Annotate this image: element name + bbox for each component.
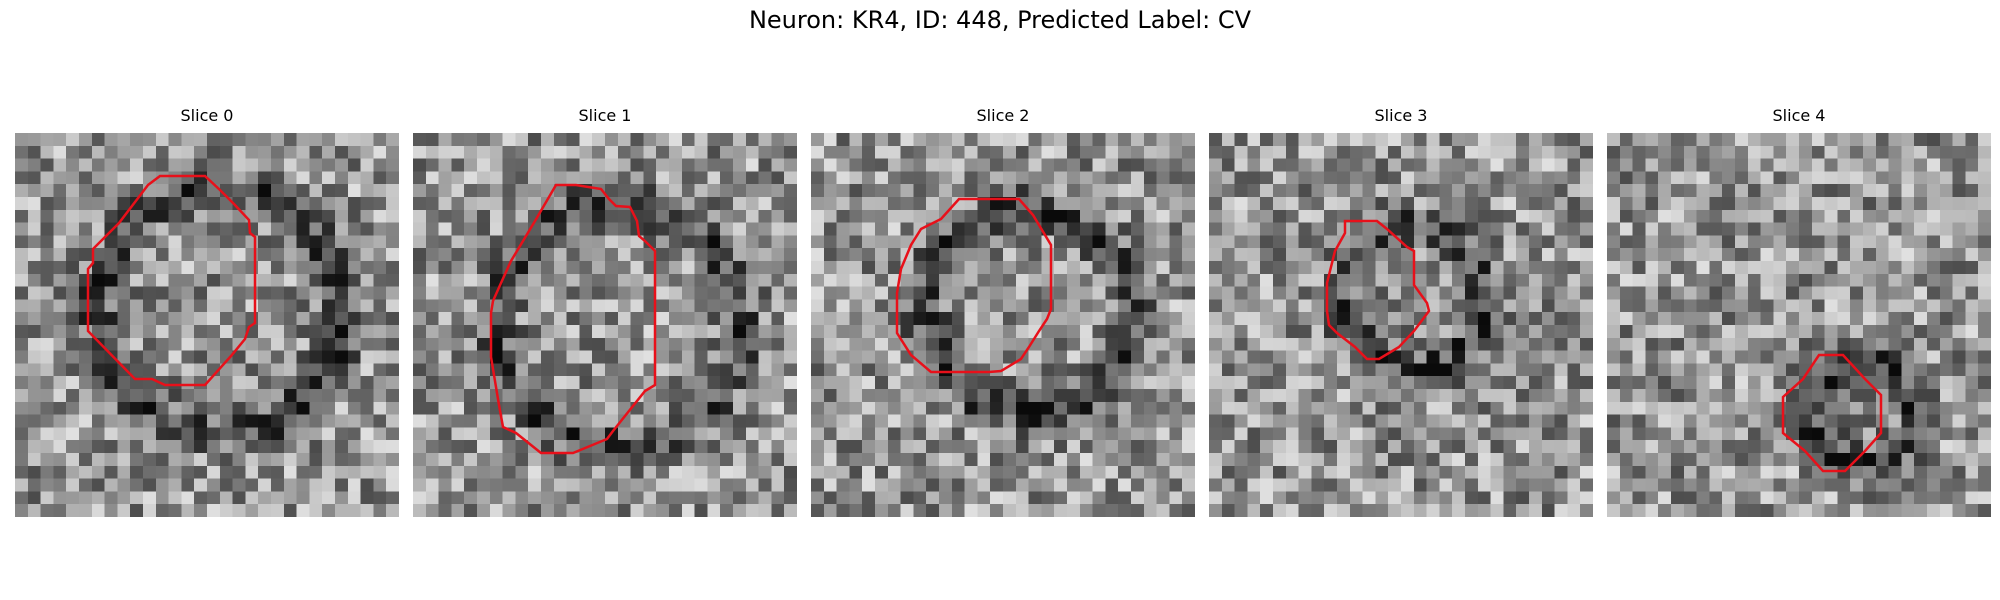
- slice-title: Slice 0: [180, 106, 234, 125]
- slice-title: Slice 2: [976, 106, 1030, 125]
- slice-title: Slice 1: [578, 106, 632, 125]
- roi-contour: [489, 183, 657, 455]
- slice-title: Slice 4: [1772, 106, 1826, 125]
- slice-panel-3: Slice 3: [1209, 106, 1593, 517]
- slice-title: Slice 3: [1374, 106, 1428, 125]
- slice-panel-1: Slice 1: [413, 106, 797, 517]
- roi-contour: [895, 197, 1053, 374]
- roi-contour: [1781, 353, 1883, 473]
- roi-contour: [1325, 219, 1431, 361]
- slice-image: [15, 133, 399, 517]
- slice-image: [1209, 133, 1593, 517]
- figure-title: Neuron: KR4, ID: 448, Predicted Label: C…: [748, 6, 1252, 34]
- slice-panel-2: Slice 2: [811, 106, 1195, 517]
- slice-image: [1607, 133, 1991, 517]
- slice-image: [811, 133, 1195, 517]
- roi-contour: [86, 174, 257, 387]
- slice-panel-4: Slice 4: [1607, 106, 1991, 517]
- slice-image: [413, 133, 797, 517]
- slice-panel-0: Slice 0: [15, 106, 399, 517]
